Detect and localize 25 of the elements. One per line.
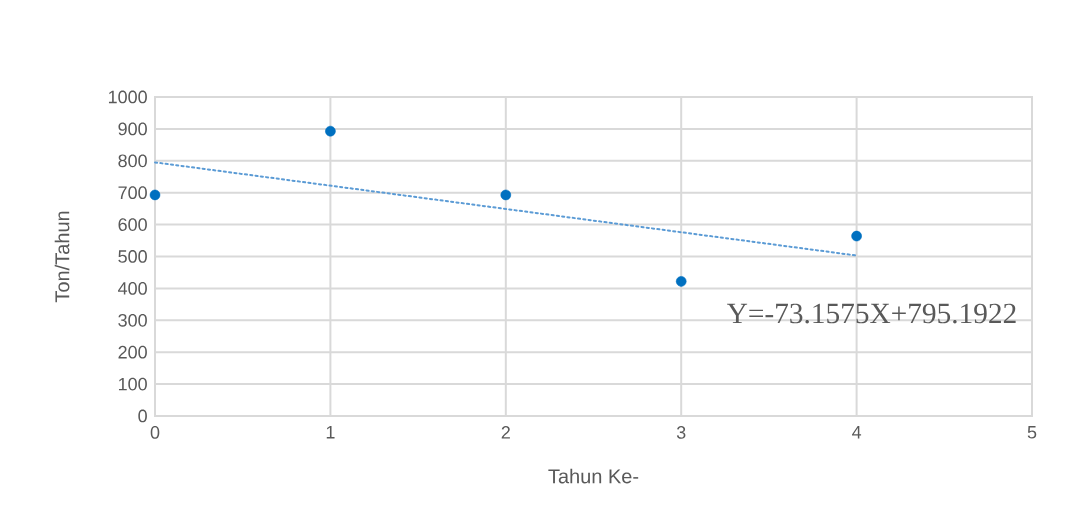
y-tick-label: 600 (118, 218, 147, 231)
y-tick-label: 700 (118, 186, 147, 200)
x-tick-label: 5 (1027, 426, 1037, 439)
point (500, 189, 512, 201)
point (149, 189, 161, 201)
y-tick-label: 200 (118, 345, 147, 359)
y-tick-label: 0 (138, 409, 147, 423)
x-tick-label: 3 (676, 426, 686, 439)
y-tick-label: 100 (118, 377, 147, 391)
x-tick-label: 2 (501, 426, 510, 439)
y-tick-label: 500 (118, 250, 147, 263)
x-tick-label: 0 (150, 426, 160, 439)
x-tick-label: 4 (852, 426, 862, 439)
y-tick-label: 400 (118, 282, 147, 295)
y-tick-label: 1000 (108, 90, 147, 104)
y-tick-label: 300 (118, 313, 147, 327)
point (675, 276, 687, 287)
y-tick-label: 800 (118, 154, 147, 168)
x-axis-title: Tahun Ke- (548, 468, 639, 484)
point (851, 230, 862, 242)
y-axis-title: Ton/Tahun (54, 211, 70, 303)
point (325, 125, 336, 137)
annotation: Y=-73.1575X+795.1922 (727, 303, 1016, 324)
x-tick-label: 1 (326, 426, 335, 439)
y-tick-label: 900 (118, 122, 147, 136)
